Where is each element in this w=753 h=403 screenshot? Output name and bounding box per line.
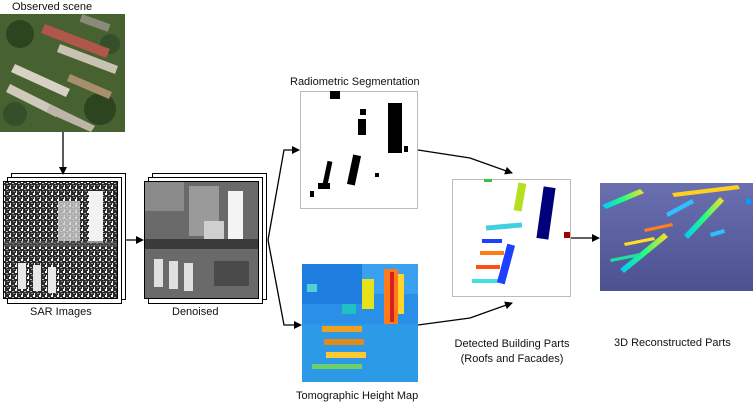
arrow-denoised-to-radiometric [267, 146, 300, 241]
arrow-denoised-to-tomographic [267, 239, 302, 329]
sar-images-label: SAR Images [30, 306, 92, 318]
reconstructed-parts-image [600, 183, 753, 291]
arrow-tomographic-to-detected [417, 301, 513, 326]
tomographic-height-map-label: Tomographic Height Map [296, 390, 419, 402]
detected-label-line1: Detected Building Parts [454, 338, 570, 350]
denoised-label: Denoised [172, 306, 219, 318]
detected-building-parts-image [452, 179, 571, 297]
denoised-image [144, 181, 259, 299]
detected-building-parts-label: Detected Building Parts (Roofs and Facad… [447, 337, 577, 367]
detected-label-line2: (Roofs and Facades) [460, 353, 564, 365]
sar-image [3, 181, 118, 299]
reconstructed-parts-label: 3D Reconstructed Parts [614, 337, 731, 349]
observed-scene-label: Observed scene [12, 1, 93, 13]
radiometric-segmentation-image [300, 91, 418, 209]
tomographic-height-map-image [302, 264, 418, 382]
radiometric-segmentation-label: Radiometric Segmentation [290, 76, 420, 88]
observed-scene-image [0, 14, 125, 132]
arrow-radiometric-to-detected [417, 149, 513, 175]
